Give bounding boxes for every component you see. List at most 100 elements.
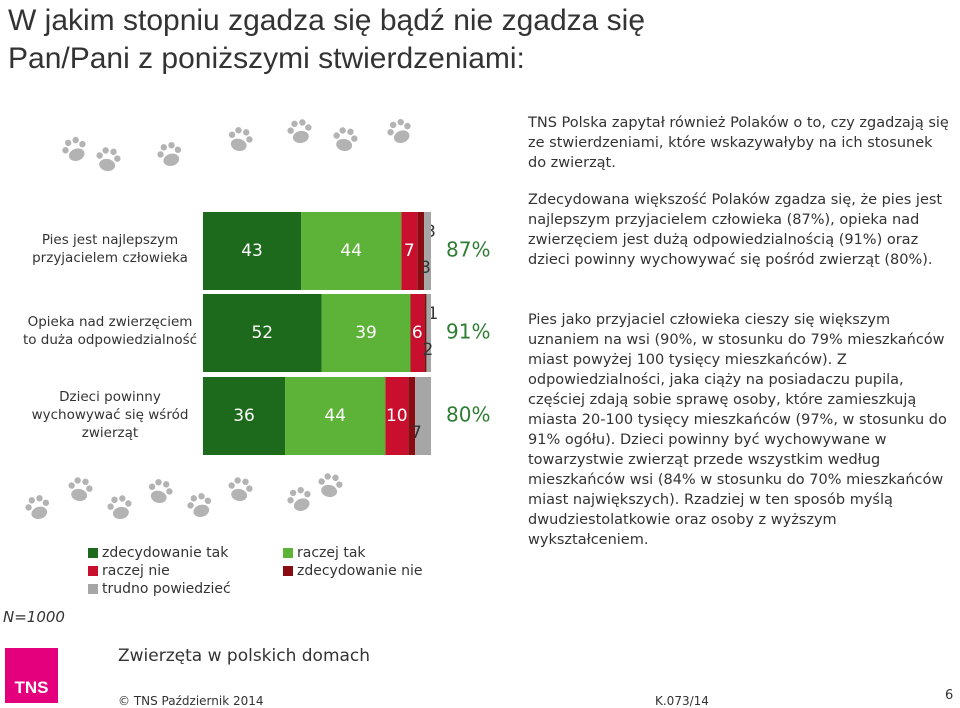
bar-segment [203,294,322,372]
value-label: 2 [422,340,433,360]
paw-toe [174,146,182,153]
paw-pad [231,488,248,501]
paw-pad [336,138,353,151]
paw-toe [111,496,118,504]
paw-toe [404,122,411,130]
paw-pad [292,130,309,143]
paw-toe [36,495,43,502]
paw-toe [119,495,126,502]
paw-toe [125,500,132,507]
value-label: 3 [420,258,431,278]
paw-toe [187,502,194,509]
paw-toe [246,136,253,143]
paw-toe [397,118,404,126]
paw-toe [339,127,346,134]
slide-title: W jakim stopniu zgadza się bądź nie zgad… [8,4,646,75]
bar-segment [203,377,286,455]
legend-label: zdecydowanie nie [297,563,423,579]
paw-toe [166,488,173,495]
paw-toe [110,148,117,156]
paw-icon [387,118,411,143]
paw-toe [96,152,103,159]
paw-toe [305,124,312,131]
paw-toe [333,132,340,139]
value-label: 44 [324,406,346,426]
paw-icon [62,136,86,161]
report-code: K.073/14 [655,694,709,708]
paw-toe [64,139,72,147]
paw-toe [332,474,339,482]
value-label: 44 [340,241,362,261]
paw-pad [99,158,116,171]
paw-toe [242,129,250,136]
paw-icon [96,147,121,171]
paw-toe [318,478,325,485]
summary-label: 87% [446,238,490,262]
bar-segment [408,377,416,455]
paw-pad [163,153,180,166]
paw-icon [287,119,312,143]
logo: TNS [5,648,58,703]
paw-icon [157,142,182,166]
paw-icon [333,127,358,151]
paw-toe [234,477,241,484]
sample-note: N=1000 [3,608,65,626]
value-label: 43 [241,241,263,261]
legend-swatch [88,566,98,576]
paw-toe [336,481,343,488]
paw-toe [155,479,162,486]
paw-toe [107,503,114,510]
paw-toe [160,144,168,151]
bar-segment [385,377,409,455]
legend-swatch [283,566,293,576]
paw-icon [228,477,253,501]
paw-toe [148,483,156,490]
paw-toe [299,119,306,126]
value-label: 6 [412,323,423,343]
paw-icon [287,486,311,511]
paw-icon [148,479,173,503]
paw-toe [62,147,69,154]
bar-segment [424,294,427,372]
paw-toe [235,127,242,134]
paw-pad [393,130,410,143]
value-label: 52 [251,323,273,343]
paw-icon [107,495,132,519]
paw-toe [79,140,86,148]
bar-segment [424,212,431,290]
paw-toe [157,151,164,158]
paw-toe [168,142,175,149]
paw-pad [150,490,167,503]
paw-toe [387,129,394,136]
value-label: 36 [233,406,255,426]
paw-toe [291,120,298,128]
paragraph: Pies jako przyjaciel człowieka cieszy si… [528,312,947,548]
value-label: 7 [404,241,415,261]
paw-pad [293,498,310,511]
paw-toe [74,477,81,484]
legend-label: raczej tak [297,545,366,561]
summary-label: 91% [446,320,490,344]
paw-toe [68,482,75,489]
paw-pad [71,488,88,501]
section-name: Zwierzęta w polskich domach [118,646,371,666]
paw-toe [72,136,79,144]
value-label: 1 [427,304,438,324]
paw-pad [68,148,85,161]
paw-toe [162,481,170,488]
paw-toe [304,490,311,498]
value-label: 10 [386,406,408,426]
paw-toe [242,478,249,486]
paw-icon [318,473,343,497]
value-label: 7 [411,423,422,443]
paw-pad [321,484,338,497]
paw-toe [389,121,397,129]
page-number: 6 [945,688,954,703]
category-label: Pies jest najlepszym przyjacielem człowi… [32,232,188,266]
bar-segment [301,212,402,290]
copyright: © TNS Październik 2014 [118,694,264,708]
category-label: Opieka nad zwierzęciem to duża odpowiedz… [22,314,198,348]
legend-label: zdecydowanie tak [102,545,229,561]
